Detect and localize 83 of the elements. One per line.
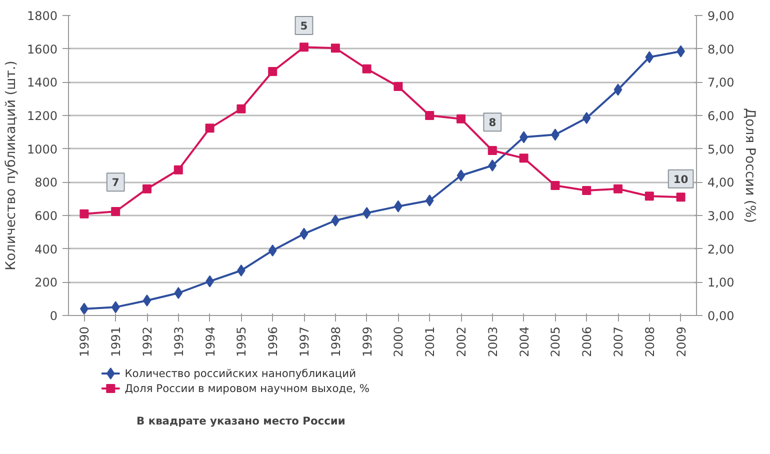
y-tick-label: 0 bbox=[50, 309, 58, 323]
point bbox=[676, 192, 686, 202]
y-tick-label: 1200 bbox=[26, 109, 58, 123]
y2-tick-label: 9,00 bbox=[708, 9, 734, 23]
point bbox=[268, 244, 277, 256]
point bbox=[174, 287, 183, 299]
annotation: 8 bbox=[488, 116, 496, 130]
annotation: 5 bbox=[300, 20, 308, 32]
x-tick-label: 1995 bbox=[234, 326, 249, 358]
y-axis-title: Количество публикаций (шт.) bbox=[4, 60, 19, 270]
x-tick-label: 2000 bbox=[392, 326, 406, 358]
y-tick-label: 400 bbox=[34, 242, 58, 256]
point bbox=[550, 181, 560, 190]
point bbox=[80, 209, 89, 218]
y2-tick-label: 5,00 bbox=[708, 142, 734, 156]
legend-label: Доля России в мировом научном выходе, % bbox=[124, 382, 370, 395]
x-tick-label: 1998 bbox=[328, 326, 343, 358]
point bbox=[236, 104, 246, 114]
point bbox=[111, 207, 120, 216]
point bbox=[488, 160, 497, 172]
point bbox=[300, 42, 308, 52]
x-tick-label: 1993 bbox=[172, 326, 186, 358]
y-tick-label: 1800 bbox=[26, 9, 58, 23]
y2-tick-label: 1,00 bbox=[708, 276, 734, 290]
point bbox=[614, 184, 622, 194]
y2-tick-label: 7,00 bbox=[708, 76, 734, 90]
point bbox=[111, 301, 120, 314]
point bbox=[362, 64, 372, 74]
point bbox=[142, 184, 152, 194]
y-tick-label: 1000 bbox=[26, 142, 58, 156]
point bbox=[614, 84, 622, 96]
point bbox=[205, 124, 214, 133]
y-tick-label: 800 bbox=[34, 176, 58, 190]
point bbox=[330, 44, 340, 53]
y2-tick-label: 4,00 bbox=[708, 176, 734, 190]
x-tick-label: 1994 bbox=[203, 326, 218, 358]
point bbox=[645, 51, 654, 64]
x-tick-label: 2008 bbox=[642, 326, 657, 358]
y-tick-label: 1400 bbox=[26, 76, 58, 90]
y2-tick-label: 2,00 bbox=[708, 242, 734, 256]
annotation: 10 bbox=[673, 172, 688, 186]
x-tick-label: 1990 bbox=[78, 326, 92, 358]
point bbox=[582, 186, 592, 195]
x-tick-label: 1996 bbox=[266, 326, 280, 358]
y2-axis-title: Доля России (%) bbox=[742, 108, 758, 223]
point bbox=[488, 146, 497, 155]
x-tick-label: 2003 bbox=[486, 326, 500, 358]
y2-tick-label: 8,00 bbox=[708, 42, 734, 56]
point bbox=[174, 165, 183, 174]
point bbox=[268, 67, 278, 76]
point bbox=[425, 194, 434, 206]
x-tick-label: 2006 bbox=[580, 326, 594, 358]
point bbox=[300, 228, 308, 240]
point bbox=[237, 264, 246, 276]
point bbox=[519, 154, 528, 163]
x-tick-label: 2001 bbox=[423, 326, 438, 358]
point bbox=[425, 111, 434, 120]
point bbox=[456, 170, 466, 182]
point bbox=[582, 112, 591, 124]
point bbox=[394, 82, 403, 91]
point bbox=[456, 114, 466, 124]
point bbox=[331, 214, 340, 226]
y-tick-label: 200 bbox=[34, 276, 58, 290]
x-tick-label: 2007 bbox=[612, 326, 626, 358]
y-tick-label: 1600 bbox=[26, 42, 58, 56]
x-tick-label: 2004 bbox=[517, 326, 532, 358]
x-tick-label: 1992 bbox=[140, 326, 154, 358]
y2-tick-label: 6,00 bbox=[708, 109, 734, 123]
x-tick-label: 1991 bbox=[109, 326, 124, 358]
y-tick-label: 600 bbox=[34, 209, 58, 223]
y2-tick-label: 0,00 bbox=[708, 309, 734, 323]
x-tick-label: 2005 bbox=[548, 326, 563, 358]
point bbox=[142, 294, 152, 306]
x-tick-label: 2009 bbox=[674, 326, 688, 358]
point bbox=[362, 207, 371, 219]
x-tick-label: 2002 bbox=[454, 326, 468, 358]
point bbox=[644, 192, 654, 201]
legend-label: Количество российских нанопубликаций bbox=[124, 367, 356, 380]
x-tick-label: 1999 bbox=[360, 326, 374, 358]
text: В квадрате указано место России bbox=[136, 414, 346, 428]
annotation: 7 bbox=[112, 176, 120, 190]
x-tick-label: 1997 bbox=[298, 326, 312, 358]
y2-tick-label: 3,00 bbox=[708, 209, 734, 223]
